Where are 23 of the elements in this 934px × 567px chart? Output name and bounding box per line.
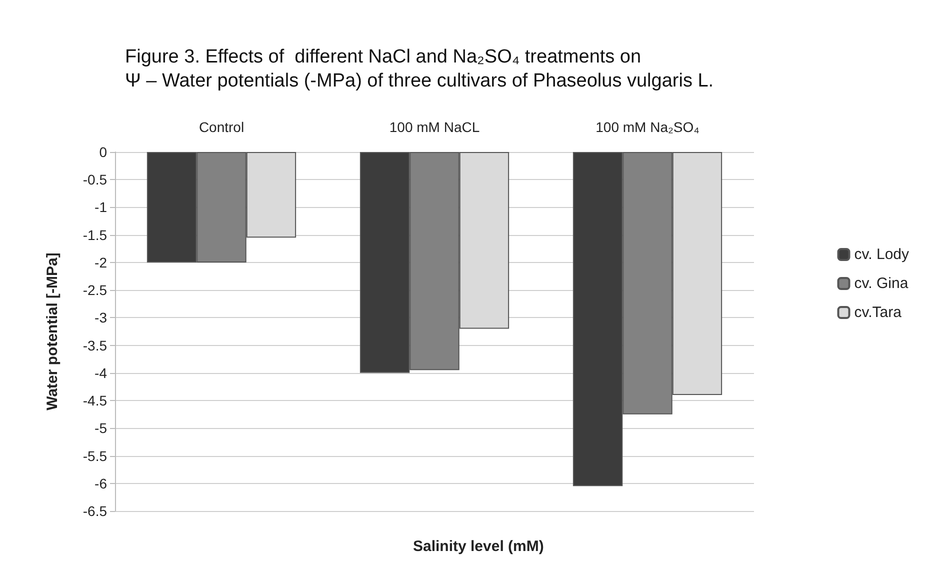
y-tick-label: -3.5	[82, 337, 108, 354]
y-tick-label: -0.5	[82, 172, 108, 188]
x-tick-label: 100 mM NaCL	[389, 119, 480, 135]
y-tick-label: -5	[94, 420, 108, 436]
x-tick-label: Control	[198, 119, 244, 135]
y-tick-label: -1	[94, 199, 108, 216]
y-tick-label: -4.5	[82, 392, 108, 409]
y-tick-label: -2	[94, 254, 108, 270]
x-tick-label: 100 mM Na₂SO₄	[596, 119, 700, 135]
y-tick-label: -4	[94, 364, 108, 381]
y-tick-label: 0	[99, 144, 108, 160]
y-axis-title: Water potential [-MPa]	[44, 252, 61, 410]
legend-label: cv. Lody	[854, 246, 910, 263]
y-tick-label: -5.5	[82, 448, 108, 464]
x-axis-title: Salinity level (mM)	[413, 538, 544, 555]
y-tick-label: -1.5	[82, 226, 108, 243]
y-tick-label: -6.5	[82, 503, 108, 519]
y-tick-label: -2.5	[82, 282, 108, 298]
y-tick-label: -6	[94, 475, 108, 492]
chart-title: Figure 3. Effects of different NaCl and Na₂SO₄ treatments on Ψ – Water potentials (-MPa) of three cultivars of Phaseolus vulgaris L.	[125, 46, 714, 92]
y-tick-label: -3	[94, 310, 108, 326]
legend-label: cv. Gina	[854, 275, 909, 292]
legend-label: cv.Tara	[854, 304, 902, 321]
